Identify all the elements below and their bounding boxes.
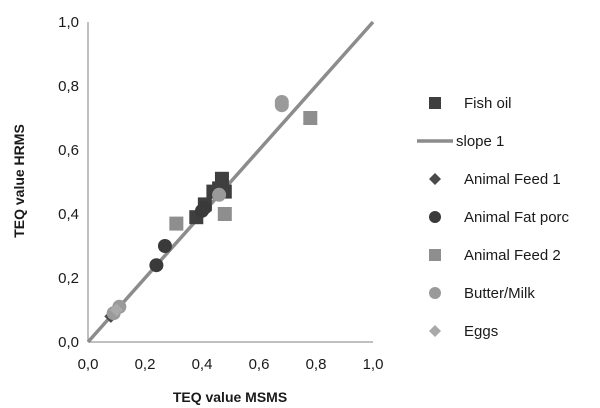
legend-label-animal-feed-2: Animal Feed 2 [464,247,561,264]
point-animal-feed-2 [169,216,184,231]
legend-swatch-butter-milk [429,287,441,299]
tick-labels: 0,0 0,2 0,4 0,6 0,8 1,0 0,0 0,2 0,4 0,6 0,8 1,0 [58,14,383,373]
legend: Fish oil slope 1 Animal Feed 1 Animal Fat p… [417,95,570,340]
y-tick-label: 0,0 [58,334,79,351]
point-animal-feed-2 [217,207,232,221]
point-fish-oil [214,171,229,186]
y-axis-title: TEQ value HRMS [11,124,27,238]
point-animal-fat-porc [157,239,172,253]
x-tick-label: 0,0 [78,356,99,373]
legend-label-butter-milk: Butter/Milk [464,285,535,302]
axes [87,22,373,343]
data-points [104,95,318,323]
x-tick-label: 0,2 [135,356,156,373]
point-butter-milk [212,187,227,202]
legend-swatch-eggs [429,325,441,337]
legend-swatch-animal-feed-2 [429,249,441,261]
point-eggs [110,303,123,317]
y-tick-label: 0,4 [58,206,79,223]
series-line-slope-1 [86,20,375,344]
x-tick-label: 0,8 [306,356,327,373]
point-animal-feed-2 [303,111,318,125]
x-tick-label: 0,6 [249,356,270,373]
legend-label-animal-feed-1: Animal Feed 1 [464,171,561,188]
point-animal-fat-porc [197,200,212,215]
legend-label-eggs: Eggs [464,323,498,340]
x-axis-title: TEQ value MSMS [173,389,287,405]
legend-swatch-animal-fat-porc [429,211,441,223]
legend-swatch-animal-feed-1 [429,173,441,185]
x-tick-label: 0,4 [192,356,213,373]
slope-line [86,20,375,344]
y-tick-label: 0,6 [58,142,79,159]
x-tick-label: 1,0 [363,356,384,373]
legend-label-slope-1: slope 1 [456,133,504,150]
legend-label-animal-fat-porc: Animal Fat porc [464,209,570,226]
legend-label-fish-oil: Fish oil [464,95,512,112]
y-tick-label: 0,8 [58,78,79,95]
legend-swatch-fish-oil [429,97,441,109]
y-tick-label: 0,2 [58,270,79,287]
point-animal-fat-porc [149,258,164,273]
point-butter-milk [274,95,289,109]
y-tick-label: 1,0 [58,14,79,31]
